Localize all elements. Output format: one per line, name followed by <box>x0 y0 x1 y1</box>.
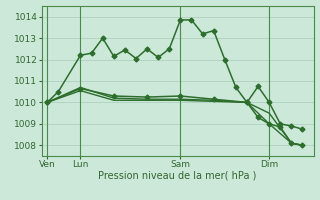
X-axis label: Pression niveau de la mer( hPa ): Pression niveau de la mer( hPa ) <box>99 171 257 181</box>
